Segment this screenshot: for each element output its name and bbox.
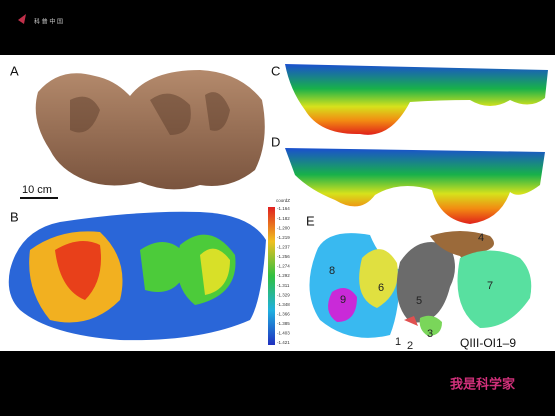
track-number: 2 xyxy=(407,340,413,352)
colorbar-label: -1.385 xyxy=(277,321,290,326)
track-number: 7 xyxy=(487,280,493,292)
colorbar-label: -1.366 xyxy=(277,311,290,316)
track-number: 6 xyxy=(378,282,384,294)
colorbar-labels: -1.164 -1.182 -1.200 -1.219 -1.237 -1.256 -1.2… xyxy=(277,206,290,345)
colorbar xyxy=(268,207,275,345)
colorbar-label: -1.311 xyxy=(277,283,290,288)
colorbar-label: -1.237 xyxy=(277,244,290,249)
colorbar-title: coordZ xyxy=(276,198,290,203)
panel-label: A xyxy=(10,63,19,78)
panel-label: E xyxy=(306,213,315,228)
profile-d xyxy=(285,148,545,224)
colorbar-label: -1.256 xyxy=(277,254,290,259)
colorbar-label: -1.292 xyxy=(277,273,290,278)
colorbar-label: -1.329 xyxy=(277,292,290,297)
colorbar-label: -1.403 xyxy=(277,331,290,336)
colorbar-label: -1.421 xyxy=(277,340,290,345)
surface-track xyxy=(200,248,230,295)
logo-text: 科 普 中 国 xyxy=(34,18,63,26)
track-2 xyxy=(404,316,418,326)
colorbar-label: -1.182 xyxy=(277,216,290,221)
track-shadow xyxy=(70,92,230,135)
track-9 xyxy=(328,288,357,322)
panel-label: C xyxy=(271,63,280,78)
track-number: 9 xyxy=(340,294,346,306)
track-number: 5 xyxy=(416,295,422,307)
track-5 xyxy=(396,242,455,323)
logo-icon xyxy=(18,14,26,24)
colorbar-label: -1.200 xyxy=(277,225,290,230)
track-3 xyxy=(419,315,442,336)
track-number: 1 xyxy=(395,336,401,348)
panel-label: B xyxy=(10,209,19,224)
track-7 xyxy=(457,250,532,328)
profile-c xyxy=(285,64,548,135)
footer-logo: 我是科学家 xyxy=(450,376,516,391)
panel-label: D xyxy=(271,134,280,149)
surface-peak xyxy=(55,241,101,300)
track-number: 4 xyxy=(478,232,484,244)
colorbar-label: -1.164 xyxy=(277,206,290,211)
track-number: 8 xyxy=(329,265,335,277)
scale-label: 10 cm xyxy=(22,184,52,196)
track-number: 3 xyxy=(427,328,433,340)
track-6 xyxy=(359,249,398,308)
colorbar-label: -1.274 xyxy=(277,264,290,269)
colorbar-label: -1.348 xyxy=(277,302,290,307)
colorbar-label: -1.219 xyxy=(277,235,290,240)
specimen-id: QIII-OI1–9 xyxy=(460,336,516,350)
